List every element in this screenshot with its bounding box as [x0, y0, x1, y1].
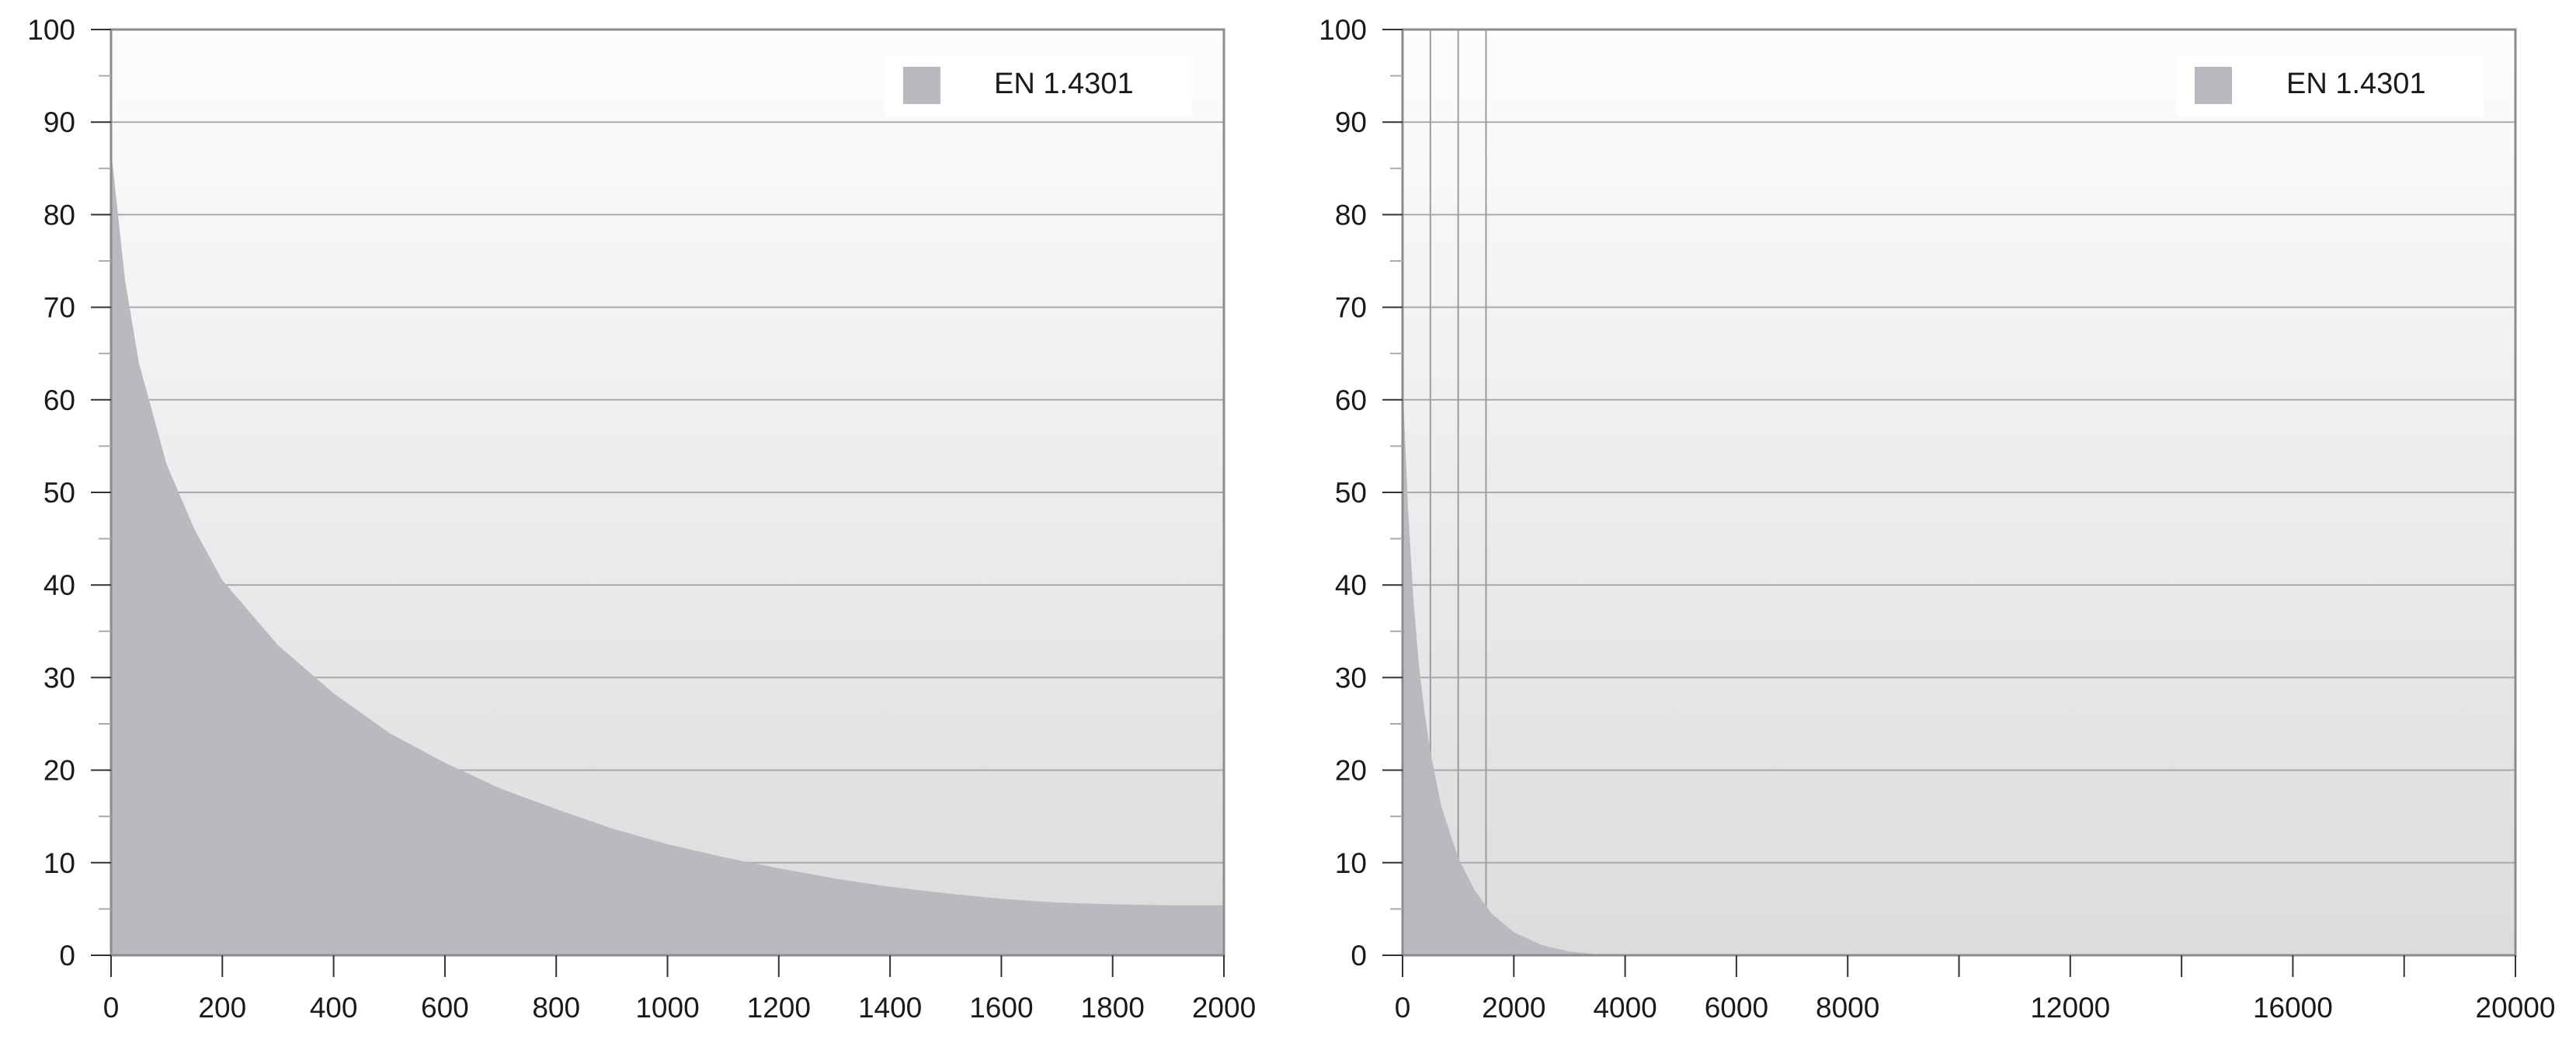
y-tick-label: 70 [1335, 292, 1367, 324]
y-tick-label: 40 [1335, 569, 1367, 601]
y-tick-label: 90 [1335, 106, 1367, 138]
x-tick-label: 12000 [2030, 992, 2110, 1024]
legend-label: EN 1.4301 [2286, 68, 2426, 100]
y-tick-label: 0 [59, 940, 75, 972]
y-tick-label: 50 [1335, 477, 1367, 509]
legend-swatch [2195, 67, 2232, 104]
x-tick-label: 1400 [858, 992, 922, 1024]
y-axis-ticks: 0 10 20 30 40 50 60 70 80 90 100 [27, 14, 111, 972]
y-tick-label: 100 [1319, 14, 1367, 46]
x-tick-label: 0 [103, 992, 120, 1024]
legend: EN 1.4301 [885, 56, 1192, 116]
y-tick-label: 30 [1335, 662, 1367, 694]
chart-left-svg: 0 10 20 30 40 50 60 70 80 90 100 0 200 400 600 800 1000… [27, 14, 1256, 1024]
x-tick-label: 1200 [747, 992, 811, 1024]
legend: EN 1.4301 [2177, 56, 2484, 116]
x-tick-label: 1600 [969, 992, 1033, 1024]
y-tick-label: 10 [43, 847, 75, 879]
x-tick-label: 600 [421, 992, 469, 1024]
y-tick-label: 20 [43, 755, 75, 787]
y-tick-label: 60 [43, 384, 75, 416]
x-tick-label: 800 [532, 992, 580, 1024]
y-tick-label: 0 [1351, 940, 1367, 972]
x-tick-label: 8000 [1816, 992, 1879, 1024]
y-tick-label: 60 [1335, 384, 1367, 416]
x-axis-ticks: 0 2000 4000 6000 8000 12000 16000 20000 [1395, 955, 2556, 1024]
y-tick-label: 50 [43, 477, 75, 509]
x-tick-label: 6000 [1705, 992, 1768, 1024]
x-tick-label: 400 [310, 992, 358, 1024]
y-tick-label: 90 [43, 106, 75, 138]
x-axis-ticks: 0 200 400 600 800 1000 1200 1400 1600 1800 2000 [103, 955, 1256, 1024]
y-tick-label: 10 [1335, 847, 1367, 879]
y-tick-label: 70 [43, 292, 75, 324]
y-tick-label: 80 [43, 199, 75, 231]
x-tick-label: 1800 [1081, 992, 1145, 1024]
x-tick-label: 1000 [635, 992, 699, 1024]
x-tick-label: 20000 [2476, 992, 2556, 1024]
legend-swatch [903, 67, 940, 104]
y-axis-ticks: 0 10 20 30 40 50 60 70 80 90 100 [1319, 14, 1403, 972]
x-tick-label: 2000 [1482, 992, 1545, 1024]
chart-right: 0 10 20 30 40 50 60 70 80 90 100 0 2000 4000 6000 8000… [1288, 0, 2576, 1060]
y-tick-label: 20 [1335, 755, 1367, 787]
x-tick-label: 4000 [1593, 992, 1656, 1024]
y-tick-label: 100 [27, 14, 75, 46]
y-tick-label: 80 [1335, 199, 1367, 231]
x-tick-label: 0 [1395, 992, 1411, 1024]
gridlines [1403, 29, 2515, 864]
chart-right-svg: 0 10 20 30 40 50 60 70 80 90 100 0 2000 4000 6000 8000… [1319, 14, 2556, 1024]
y-tick-label: 30 [43, 662, 75, 694]
chart-left: 0 10 20 30 40 50 60 70 80 90 100 0 200 400 600 800 1000… [0, 0, 1288, 1060]
x-tick-label: 200 [198, 992, 246, 1024]
x-tick-label: 16000 [2253, 992, 2333, 1024]
legend-label: EN 1.4301 [994, 68, 1134, 100]
x-tick-label: 2000 [1192, 992, 1256, 1024]
series-area-en-1-4301 [111, 150, 1224, 955]
y-tick-label: 40 [43, 569, 75, 601]
